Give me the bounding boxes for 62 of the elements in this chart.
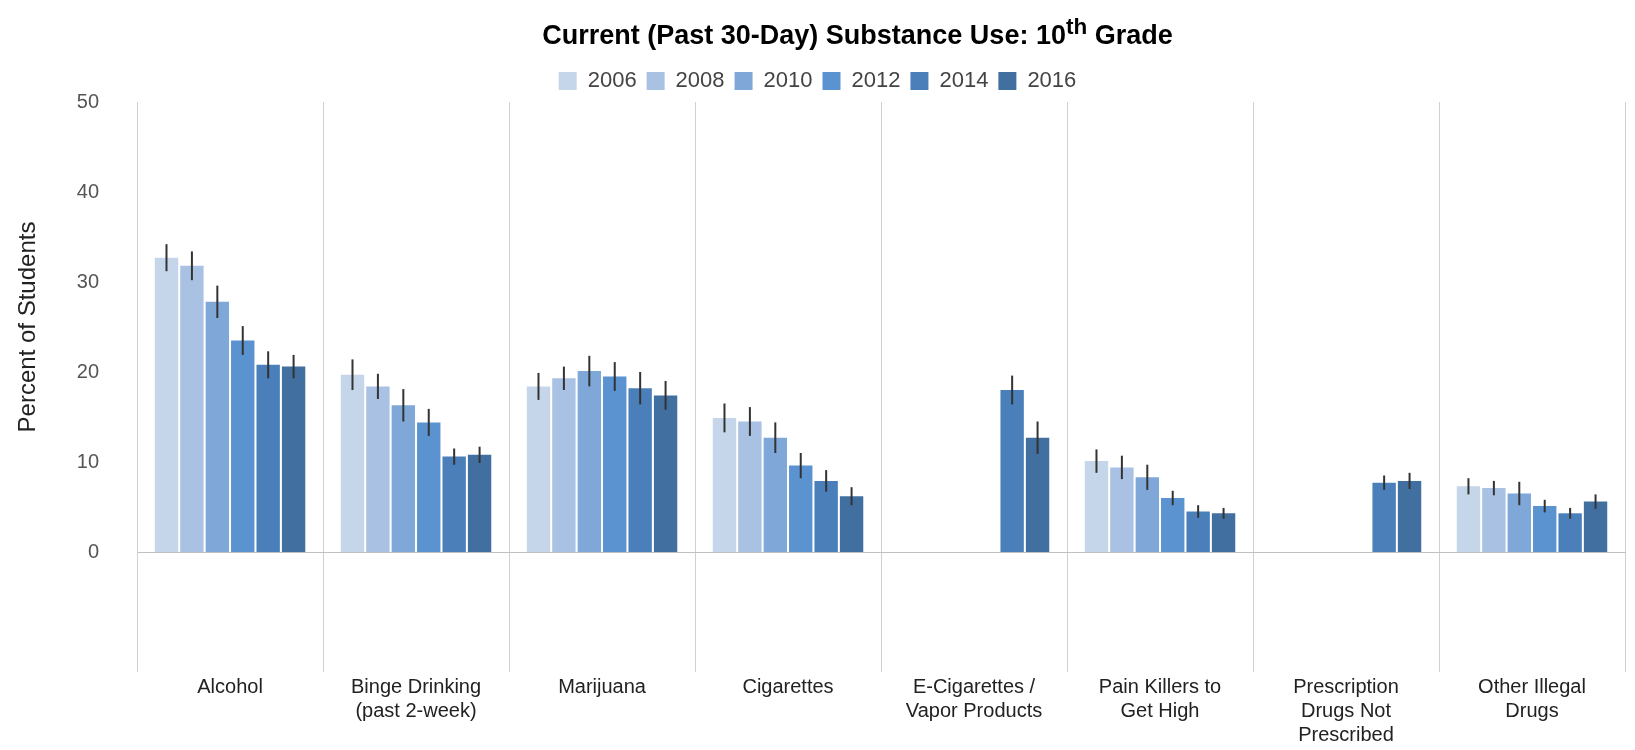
x-tick-label: Pain Killers to Get High	[1098, 674, 1222, 721]
bar	[1533, 506, 1557, 552]
bar	[281, 366, 306, 552]
y-tick-label: 50	[76, 89, 100, 112]
bar	[1135, 477, 1159, 552]
bar	[1583, 501, 1608, 552]
bar	[1211, 513, 1236, 552]
bar	[154, 257, 179, 552]
bar	[577, 371, 602, 552]
legend-label: 2010	[763, 67, 813, 93]
bar	[763, 437, 788, 552]
bar	[340, 374, 365, 552]
bar	[839, 496, 864, 552]
bar	[1482, 488, 1506, 552]
bar	[205, 301, 230, 552]
y-tick-label: 40	[76, 179, 100, 202]
legend-label: 2012	[851, 67, 901, 93]
bar	[1161, 498, 1185, 552]
x-tick-label: Marijuana	[558, 674, 647, 697]
bar	[231, 340, 255, 552]
bar	[256, 364, 280, 552]
bar	[738, 421, 762, 552]
bar	[603, 376, 627, 552]
y-tick-label: 30	[76, 269, 100, 292]
bar	[1397, 480, 1422, 552]
bar	[417, 422, 441, 552]
bar	[789, 465, 813, 552]
y-tick-label: 20	[76, 359, 100, 382]
y-tick-label: 0	[87, 539, 100, 562]
legend-label: 2016	[1027, 67, 1077, 93]
bar	[526, 386, 551, 552]
x-tick-label: Alcohol	[197, 674, 263, 697]
bar	[391, 405, 416, 552]
bar	[1507, 493, 1531, 552]
bar	[1186, 511, 1210, 552]
legend-label: 2006	[587, 67, 637, 93]
bar	[1025, 437, 1050, 552]
x-tick-label: Other Illegal Drugs	[1478, 674, 1586, 721]
y-tick-label: 10	[76, 449, 100, 472]
bar	[1084, 461, 1109, 552]
bar	[712, 417, 737, 552]
bar	[366, 386, 390, 552]
bar	[467, 454, 492, 552]
x-tick-label: E-Cigarettes / Vapor Products	[905, 674, 1043, 721]
x-tick-label: Prescription Drugs Not Prescribed	[1293, 674, 1399, 745]
legend-label: 2008	[675, 67, 725, 93]
bar	[1110, 467, 1134, 552]
bar	[180, 265, 204, 552]
bar	[628, 388, 652, 552]
legend-label: 2014	[939, 67, 989, 93]
bar	[1372, 482, 1396, 552]
bar	[1558, 513, 1582, 552]
bar	[442, 456, 466, 552]
y-axis-title: Percent of Students	[13, 221, 41, 433]
bar	[1000, 390, 1024, 552]
bar	[552, 378, 576, 552]
x-tick-label: Cigarettes	[742, 674, 834, 697]
chart-title: Current (Past 30-Day) Substance Use: 10$^{th}$ Grade	[541, 14, 1174, 51]
bar	[1456, 486, 1481, 552]
bar	[814, 480, 838, 552]
bar	[653, 395, 678, 552]
x-tick-label: Binge Drinking (past 2-week)	[351, 674, 482, 721]
